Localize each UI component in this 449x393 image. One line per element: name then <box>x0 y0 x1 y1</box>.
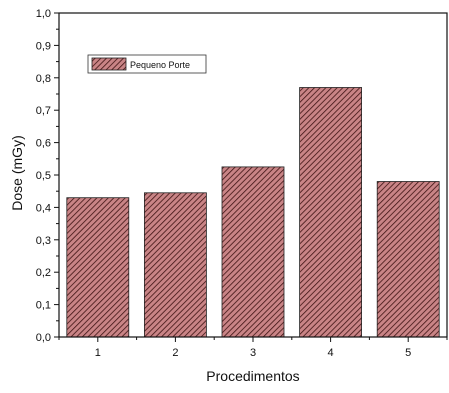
x-tick-label-3: 3 <box>250 347 256 359</box>
bar-1 <box>66 197 130 338</box>
y-tick-label-7: 0,7 <box>36 105 51 117</box>
bar-2 <box>143 192 207 338</box>
y-tick-label-3: 0,3 <box>36 235 51 247</box>
bar-5 <box>376 181 440 338</box>
y-tick-label-5: 0,5 <box>36 170 51 182</box>
y-axis-title: Dose (mGy) <box>9 135 25 210</box>
y-tick-label-0: 0,0 <box>36 332 51 344</box>
y-tick-label-9: 0,9 <box>36 40 51 52</box>
y-tick-label-1: 0,1 <box>36 300 51 312</box>
y-tick-label-6: 0,6 <box>36 138 51 150</box>
y-tick-label-10: 1,0 <box>36 8 51 20</box>
y-tick-label-2: 0,2 <box>36 267 51 279</box>
x-tick-label-4: 4 <box>328 347 334 359</box>
x-tick-label-1: 1 <box>95 347 101 359</box>
y-tick-label-8: 0,8 <box>36 73 51 85</box>
plot-area: 0,0 0,1 0,2 0,3 0,4 0,5 0,6 0,7 0,8 0,9 1,0 1 2 3 4 5 Pe… <box>36 8 448 359</box>
legend-label: Pequeno Porte <box>130 60 190 70</box>
legend-swatch <box>91 57 127 71</box>
x-axis-title: Procedimentos <box>206 368 299 384</box>
y-tick-label-4: 0,4 <box>36 202 51 214</box>
bar-3 <box>221 166 285 338</box>
x-tick-label-5: 5 <box>405 347 411 359</box>
x-tick-label-2: 2 <box>172 347 178 359</box>
bar-4 <box>299 87 363 338</box>
